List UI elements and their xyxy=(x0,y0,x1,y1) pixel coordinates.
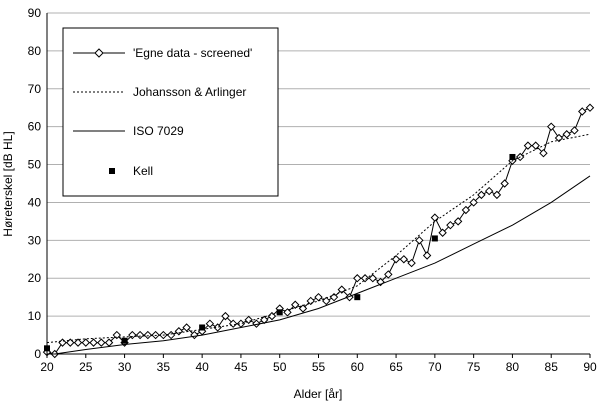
egne-data-point xyxy=(81,338,90,347)
kell-point xyxy=(354,294,361,301)
egne-data-point xyxy=(228,319,238,328)
egne-data-point xyxy=(547,122,556,131)
y-tick-label: 40 xyxy=(28,195,42,209)
y-tick-label: 70 xyxy=(28,82,42,96)
egne-data-point xyxy=(477,190,486,200)
egne-data-point xyxy=(97,338,106,347)
x-tick-label: 25 xyxy=(79,360,93,374)
egne-data-point xyxy=(252,319,261,328)
legend-label-iso: ISO 7029 xyxy=(133,124,184,138)
x-tick-label: 30 xyxy=(118,360,132,374)
egne-data-point xyxy=(112,330,122,340)
egne-data-point xyxy=(314,292,323,302)
x-tick-label: 40 xyxy=(195,360,209,374)
egne-data-point xyxy=(368,274,378,283)
egne-data-point xyxy=(391,255,401,264)
legend-label-egne: 'Egne data - screened' xyxy=(133,46,252,60)
egne-data-point xyxy=(500,179,509,188)
x-tick-label: 20 xyxy=(40,360,54,374)
egne-data-point xyxy=(453,217,463,226)
x-axis-label: Alder [år] xyxy=(294,387,343,401)
kell-point xyxy=(509,153,516,160)
egne-data-point xyxy=(166,330,176,340)
egne-data-point xyxy=(492,190,502,200)
egne-data-point xyxy=(469,198,478,207)
egne-data-point xyxy=(89,338,98,347)
egne-data-point xyxy=(430,213,440,222)
x-tick-label: 75 xyxy=(467,360,481,374)
kell-point xyxy=(276,309,283,316)
egne-data-point xyxy=(174,327,184,336)
egne-data-point xyxy=(578,107,587,116)
egne-data-point xyxy=(523,141,533,150)
egne-data-point xyxy=(353,274,362,283)
y-tick-labels: 0 10 20 30 40 50 60 70 80 90 xyxy=(28,6,42,361)
egne-data-point xyxy=(570,126,579,135)
x-tick-label: 65 xyxy=(389,360,403,374)
egne-data-point xyxy=(291,300,300,309)
y-tick-label: 10 xyxy=(28,309,42,323)
egne-data-point xyxy=(73,338,83,347)
y-tick-label: 20 xyxy=(28,271,42,285)
legend-square-marker xyxy=(109,168,115,174)
egne-data-point xyxy=(399,255,409,264)
y-tick-label: 90 xyxy=(28,6,42,20)
egne-data-point xyxy=(422,251,432,260)
egne-data-point xyxy=(58,338,67,347)
legend-label-kell: Kell xyxy=(133,164,153,178)
egne-data-point xyxy=(539,148,548,158)
egne-data-point xyxy=(190,330,199,340)
x-tick-label: 45 xyxy=(234,360,248,374)
egne-data-point xyxy=(298,304,308,313)
kell-point xyxy=(431,235,438,242)
x-tick-label: 80 xyxy=(506,360,520,374)
egne-data-point xyxy=(562,130,571,139)
x-tick-label: 70 xyxy=(428,360,442,374)
kell-point xyxy=(199,324,206,331)
egne-data-point xyxy=(461,205,471,215)
x-tick-label: 50 xyxy=(273,360,287,374)
legend-diamond-marker xyxy=(94,48,104,58)
egne-data-point xyxy=(143,330,153,340)
series-layer xyxy=(42,103,595,359)
egne-data-point xyxy=(182,323,191,332)
egne-data-point xyxy=(306,296,315,306)
y-axis-label: Høreterskel [dB HL] xyxy=(1,131,15,236)
x-tick-label: 35 xyxy=(157,360,171,374)
y-tick-label: 80 xyxy=(28,44,42,58)
y-tick-label: 60 xyxy=(28,120,42,134)
egne-data-point xyxy=(360,274,370,283)
series-line xyxy=(54,175,591,355)
egne-data-point xyxy=(128,330,137,340)
egne-data-point xyxy=(585,103,595,112)
x-tick-label: 85 xyxy=(545,360,559,374)
series-2 xyxy=(54,175,591,355)
egne-data-point xyxy=(415,236,424,245)
egne-data-point xyxy=(438,228,447,237)
kell-point xyxy=(121,337,128,344)
egne-data-point xyxy=(135,330,145,340)
egne-data-point xyxy=(407,258,416,268)
egne-data-point xyxy=(384,270,393,279)
y-tick-label: 50 xyxy=(28,158,42,172)
legend: 'Egne data - screened' Johansson & Arlin… xyxy=(62,27,279,197)
egne-data-point xyxy=(205,319,215,328)
egne-data-point xyxy=(322,296,331,306)
egne-data-point xyxy=(484,186,494,196)
egne-data-point xyxy=(66,338,75,347)
egne-data-point xyxy=(337,285,346,294)
x-tick-label: 90 xyxy=(583,360,597,374)
y-tick-label: 30 xyxy=(28,233,42,247)
x-tick-label: 60 xyxy=(351,360,365,374)
x-tick-label: 55 xyxy=(312,360,326,374)
legend-label-johansson: Johansson & Arlinger xyxy=(133,85,246,99)
egne-data-point xyxy=(531,141,540,150)
y-tick-label: 0 xyxy=(34,347,41,361)
egne-data-point xyxy=(446,220,455,230)
egne-data-point xyxy=(221,311,230,321)
x-tick-labels: 20 25 30 35 40 45 50 55 60 65 70 75 80 85 90 xyxy=(40,354,597,374)
